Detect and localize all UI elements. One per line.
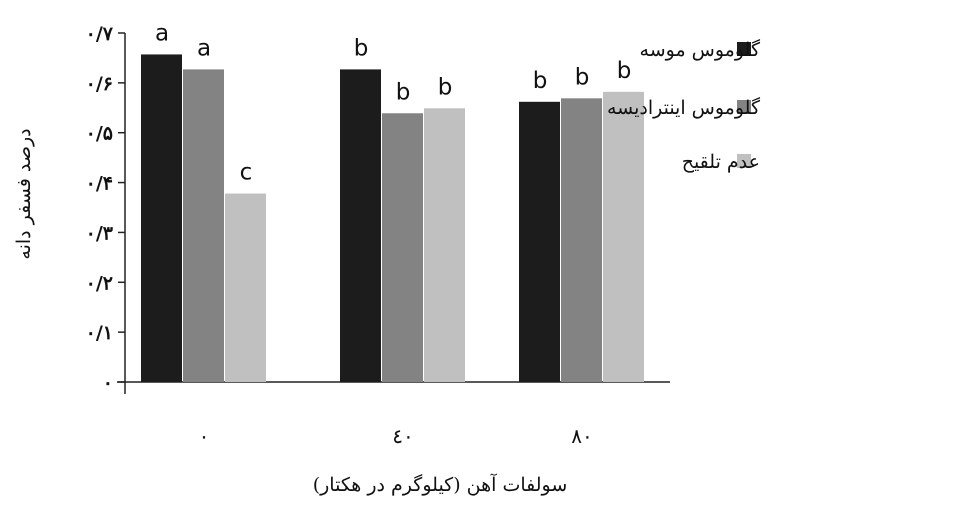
x-tick-label: ٤٠ [392, 424, 413, 448]
significance-letter: b [617, 58, 632, 84]
y-tick-label: ۰/۶ [86, 73, 113, 95]
bar [561, 98, 602, 382]
legend-swatch [737, 154, 751, 168]
bar [141, 54, 182, 383]
y-axis: ۰ ۰/۱ ۰/۲ ۰/۳ ۰/۴ ۰/۵ ۰/۶ ۰/۷ [86, 23, 126, 394]
x-tick-label: ۰ [199, 424, 210, 448]
bar [340, 69, 381, 382]
bars [141, 54, 644, 383]
bar [424, 108, 465, 382]
legend: گلوموس موسه گلوموس اینترادیسه عدم تلقیح [607, 38, 761, 173]
significance-letter: a [197, 35, 211, 61]
x-axis-title: سولفات آهن (کیلوگرم در هکتار) [313, 473, 568, 496]
y-tick-label: ۰/۴ [86, 173, 113, 195]
significance-letter: b [575, 64, 590, 90]
bar [519, 101, 560, 382]
y-tick-label: ۰/۳ [86, 222, 114, 244]
significance-letter: c [240, 160, 253, 186]
legend-swatch [737, 42, 751, 56]
significance-letter: b [533, 68, 548, 94]
y-tick-label: ۰/۲ [86, 272, 113, 294]
significance-letter: b [354, 35, 369, 61]
significance-letters: a a c b b b b b b [155, 20, 631, 185]
x-tick-label: ٨٠ [571, 424, 592, 448]
bar [382, 113, 423, 383]
y-tick-label: ۰/۱ [86, 322, 113, 344]
bar [183, 69, 224, 382]
significance-letter: b [396, 79, 411, 105]
y-tick-label: ۰/۵ [86, 123, 113, 145]
x-axis: ۰ ٤٠ ٨٠ [117, 381, 670, 448]
legend-swatch [737, 100, 751, 114]
y-tick-label: ۰/۷ [86, 23, 114, 45]
bar [603, 91, 644, 383]
legend-label: عدم تلقیح [682, 151, 760, 173]
legend-label: گلوموس موسه [640, 38, 761, 61]
significance-letter: b [438, 74, 453, 100]
y-axis-title: درصد فسفر دانه [13, 128, 35, 259]
significance-letter: a [155, 20, 169, 46]
bar [225, 193, 266, 382]
legend-label: گلوموس اینترادیسه [607, 96, 761, 119]
y-tick-label: ۰ [103, 372, 113, 394]
